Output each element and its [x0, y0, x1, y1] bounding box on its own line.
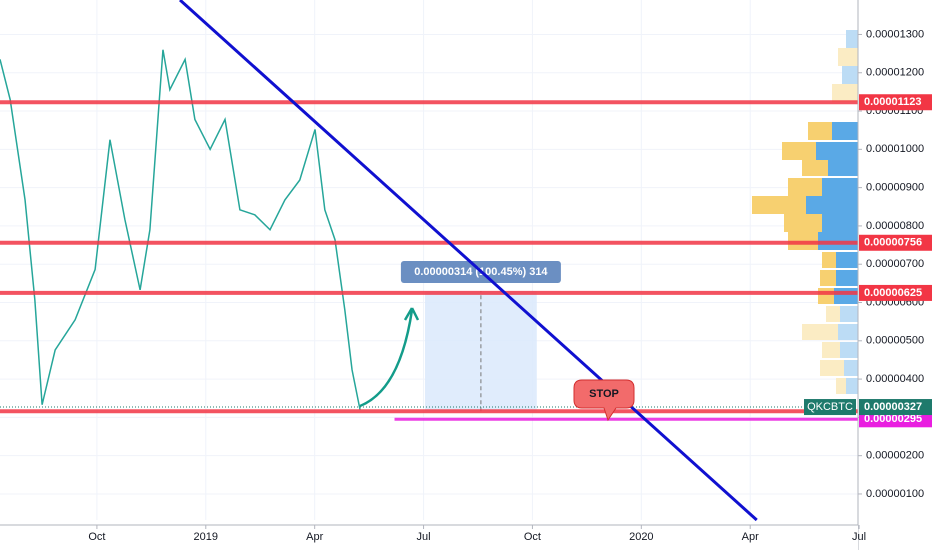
y-tick-label: 0.00000500: [866, 335, 924, 347]
stop-label: STOP: [589, 388, 619, 400]
x-tick-label: Jul: [852, 531, 866, 543]
price-line: [0, 49, 361, 410]
x-tick-label: Oct: [88, 531, 105, 543]
y-tick-label: 0.00000400: [866, 373, 924, 385]
trendline: [179, 0, 758, 522]
price-tag: [859, 284, 932, 301]
y-tick-label: 0.00000100: [866, 488, 924, 500]
x-tick-label: Apr: [306, 531, 323, 543]
y-tick-label: 0.00000900: [866, 182, 924, 194]
price-tag: [859, 94, 932, 111]
volume-profile: [752, 30, 858, 394]
symbol-tag-bg: [804, 399, 856, 416]
price-tag-label: 0.00000625: [864, 287, 922, 299]
stop-bubble: [573, 379, 635, 422]
x-tick-label: Apr: [742, 531, 759, 543]
y-tick-label: 0.00000700: [866, 258, 924, 270]
x-axis-bg: [0, 525, 858, 550]
y-tick-label: 0.00000800: [866, 220, 924, 232]
y-tick-label: 0.00001000: [866, 143, 924, 155]
price-tag-label: 0.00000327: [864, 401, 922, 413]
measure-box: [425, 291, 537, 412]
arrow: [359, 307, 420, 408]
x-tick-label: 2019: [194, 531, 218, 543]
y-tick-label: 0.00001200: [866, 67, 924, 79]
y-tick-label: 0.00001300: [866, 28, 924, 40]
y-axis-bg: [858, 0, 932, 550]
price-tag: [859, 234, 932, 251]
price-tag-label: 0.00001123: [864, 96, 922, 108]
price-tag: [859, 411, 932, 428]
price-tag: [859, 399, 932, 416]
x-tick-label: 2020: [629, 531, 653, 543]
price-tag-label: 0.00000756: [864, 237, 922, 249]
x-tick-label: Jul: [417, 531, 431, 543]
y-tick-label: 0.00000200: [866, 450, 924, 462]
symbol-tag: QKCBTC: [807, 401, 853, 413]
x-tick-label: Oct: [524, 531, 541, 543]
price-tag-label: 0.00000295: [864, 413, 922, 425]
